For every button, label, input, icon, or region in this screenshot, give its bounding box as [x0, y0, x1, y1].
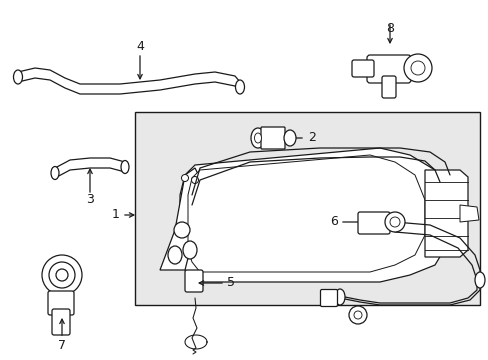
Circle shape	[42, 255, 82, 295]
Circle shape	[348, 306, 366, 324]
FancyBboxPatch shape	[184, 270, 203, 292]
Polygon shape	[187, 155, 424, 272]
Ellipse shape	[183, 241, 197, 259]
FancyBboxPatch shape	[52, 309, 70, 335]
Polygon shape	[424, 170, 467, 257]
Circle shape	[403, 54, 431, 82]
Ellipse shape	[51, 166, 59, 180]
FancyBboxPatch shape	[381, 76, 395, 98]
Circle shape	[191, 176, 198, 184]
FancyBboxPatch shape	[320, 289, 337, 306]
FancyBboxPatch shape	[366, 55, 410, 83]
Text: 1: 1	[112, 208, 120, 221]
FancyBboxPatch shape	[261, 127, 285, 149]
Circle shape	[389, 217, 399, 227]
Text: 6: 6	[329, 216, 337, 229]
Ellipse shape	[168, 246, 182, 264]
Ellipse shape	[284, 130, 295, 146]
Text: 7: 7	[58, 339, 66, 352]
Polygon shape	[459, 205, 478, 222]
Circle shape	[174, 222, 190, 238]
Ellipse shape	[250, 128, 264, 148]
Bar	[135, 112, 479, 305]
Ellipse shape	[254, 133, 261, 143]
Ellipse shape	[334, 289, 345, 305]
Text: 3: 3	[86, 193, 94, 206]
Ellipse shape	[14, 70, 22, 84]
Circle shape	[353, 311, 361, 319]
Text: 2: 2	[307, 131, 315, 144]
Polygon shape	[180, 148, 449, 282]
Ellipse shape	[474, 272, 484, 288]
Ellipse shape	[235, 80, 244, 94]
Circle shape	[49, 262, 75, 288]
Circle shape	[56, 269, 68, 281]
Text: 8: 8	[385, 22, 393, 35]
Circle shape	[384, 212, 404, 232]
FancyBboxPatch shape	[357, 212, 389, 234]
Circle shape	[181, 175, 188, 181]
Polygon shape	[160, 168, 200, 270]
FancyBboxPatch shape	[351, 60, 373, 77]
Circle shape	[410, 61, 424, 75]
Ellipse shape	[121, 161, 129, 174]
Text: 4: 4	[136, 40, 143, 53]
FancyBboxPatch shape	[48, 291, 74, 315]
Text: 5: 5	[226, 276, 235, 289]
